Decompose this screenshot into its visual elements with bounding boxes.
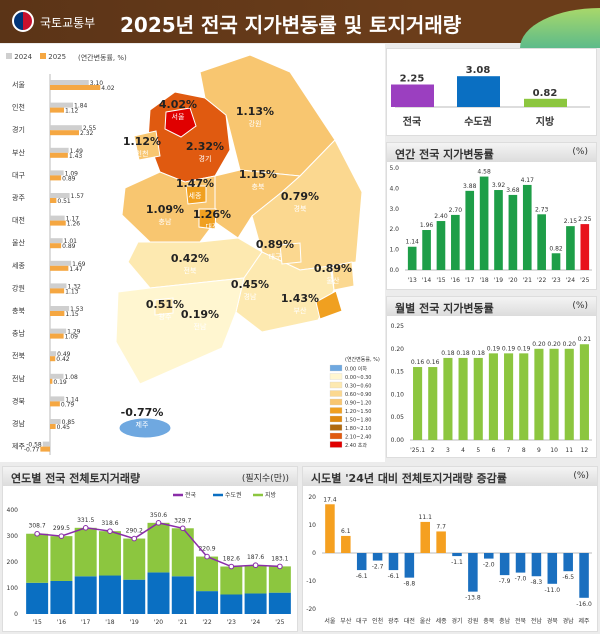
regional-unit: (연간변동률, %) xyxy=(78,54,127,62)
volume-unit: (필지수(만)) xyxy=(241,474,289,484)
monthly-title: 월별 전국 지가변동률 xyxy=(395,302,494,315)
page-title: 2025년 전국 지가변동률 및 토지거래량 xyxy=(120,13,462,37)
map-panel xyxy=(0,44,385,462)
summary-panel xyxy=(386,48,597,136)
monthly-panel: 월별 전국 지가변동률 (%) xyxy=(386,296,597,458)
legend-2025: 2025 xyxy=(40,53,66,61)
hill-decoration xyxy=(520,8,600,48)
annual-panel: 연간 전국 지가변동률 (%) xyxy=(386,142,597,290)
volume-title: 연도별 전국 전체토지거래량 xyxy=(11,472,141,485)
org-name: 국토교통부 xyxy=(40,16,96,30)
monthly-unit: (%) xyxy=(572,301,588,311)
annual-unit: (%) xyxy=(572,147,588,157)
government-logo xyxy=(12,10,34,32)
volume-panel: 연도별 전국 전체토지거래량 (필지수(만)) xyxy=(2,466,298,632)
change-title: 시도별 '24년 대비 전체토지거래량 증감률 xyxy=(311,472,507,485)
change-panel: 시도별 '24년 대비 전체토지거래량 증감률 (%) xyxy=(302,466,598,632)
change-unit: (%) xyxy=(573,471,589,481)
legend-2024: 2024 xyxy=(6,53,32,61)
header: 국토교통부 2025년 전국 지가변동률 및 토지거래량 xyxy=(0,0,600,48)
annual-title: 연간 전국 지가변동률 xyxy=(395,148,494,161)
